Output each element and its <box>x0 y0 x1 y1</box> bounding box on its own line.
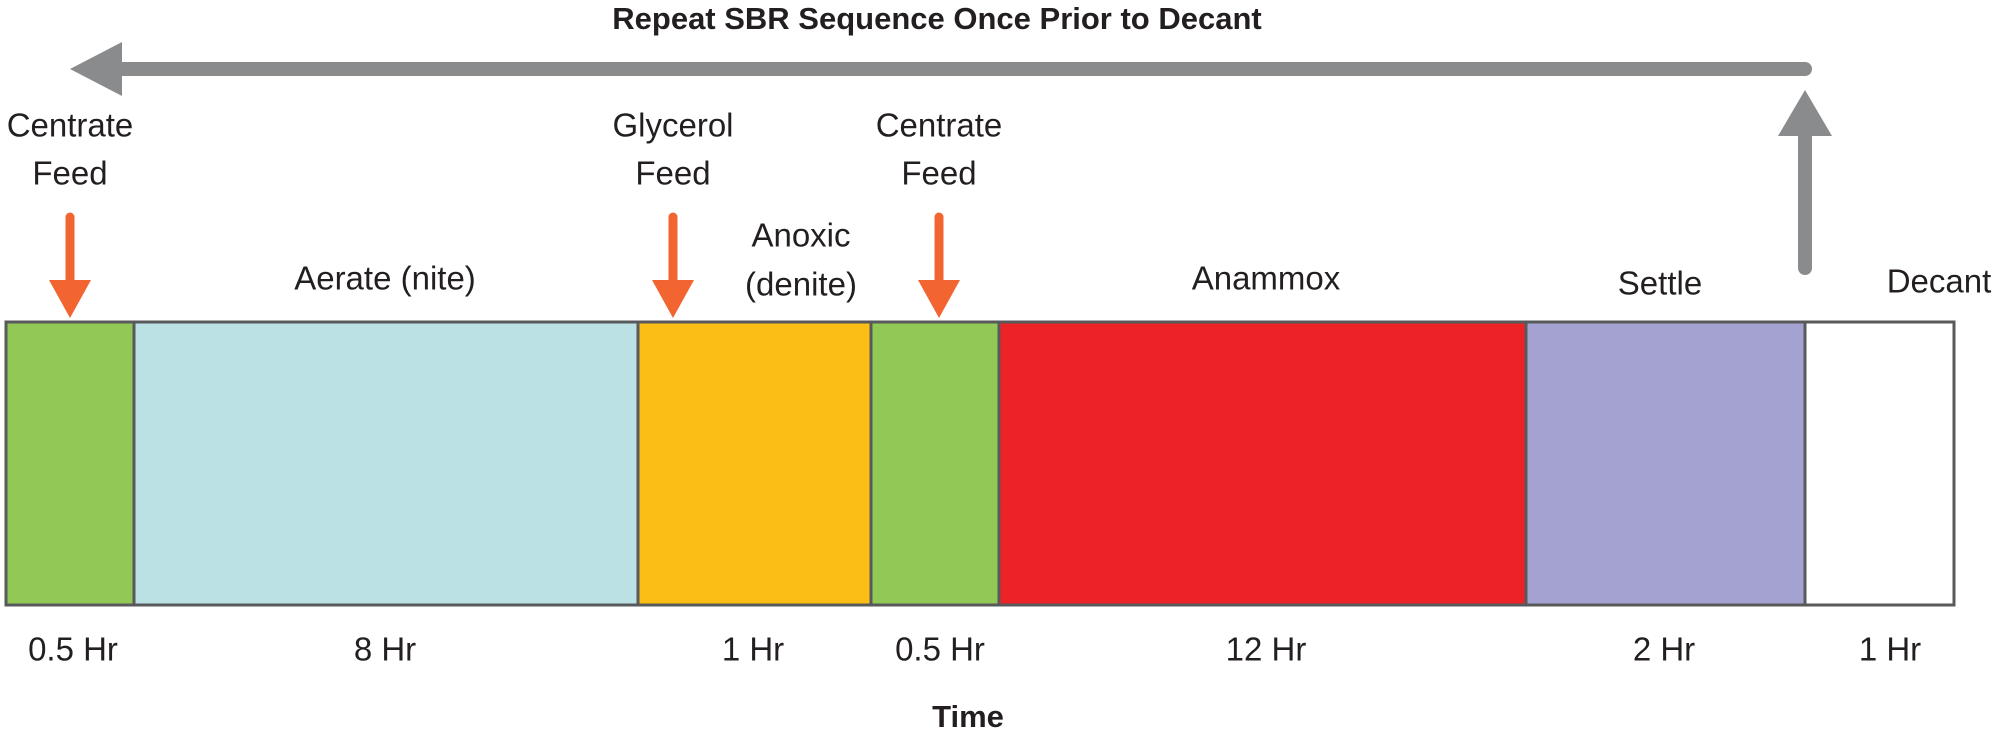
phase-block <box>636 320 873 607</box>
feed-arrow-head <box>918 280 960 318</box>
feed-label: Centrate <box>876 107 1003 144</box>
x-label: Time <box>932 699 1004 734</box>
title: Repeat SBR Sequence Once Prior to Decant <box>612 1 1261 36</box>
feed-label: Feed <box>32 155 107 192</box>
feed-label: Glycerol <box>612 107 733 144</box>
phase-duration: 1 Hr <box>1859 631 1921 668</box>
phase-label: Settle <box>1618 265 1702 302</box>
phase-block <box>4 320 136 607</box>
feed-label: Centrate <box>7 107 134 144</box>
feed-arrow-head <box>652 280 694 318</box>
feed-label: Feed <box>635 155 710 192</box>
phase-block <box>869 320 1001 607</box>
phase-block <box>1803 320 1956 607</box>
phase-label: (denite) <box>745 266 857 303</box>
feed-label: Feed <box>901 155 976 192</box>
phase-duration: 12 Hr <box>1226 631 1307 668</box>
phase-label: Anammox <box>1192 260 1341 297</box>
phase-duration: 8 Hr <box>354 631 416 668</box>
phase-label: Decant <box>1887 263 1992 300</box>
phase-duration: 0.5 Hr <box>895 631 985 668</box>
phase-duration: 1 Hr <box>722 631 784 668</box>
phase-block <box>132 320 640 607</box>
phase-label: Aerate (nite) <box>294 260 476 297</box>
phase-duration: 0.5 Hr <box>28 631 118 668</box>
phase-duration: 2 Hr <box>1633 631 1695 668</box>
feed-arrow-head <box>49 280 91 318</box>
phase-label: Anoxic <box>751 217 850 254</box>
phase-block <box>997 320 1528 607</box>
phase-block <box>1524 320 1807 607</box>
repeat-arrow <box>70 42 1832 275</box>
